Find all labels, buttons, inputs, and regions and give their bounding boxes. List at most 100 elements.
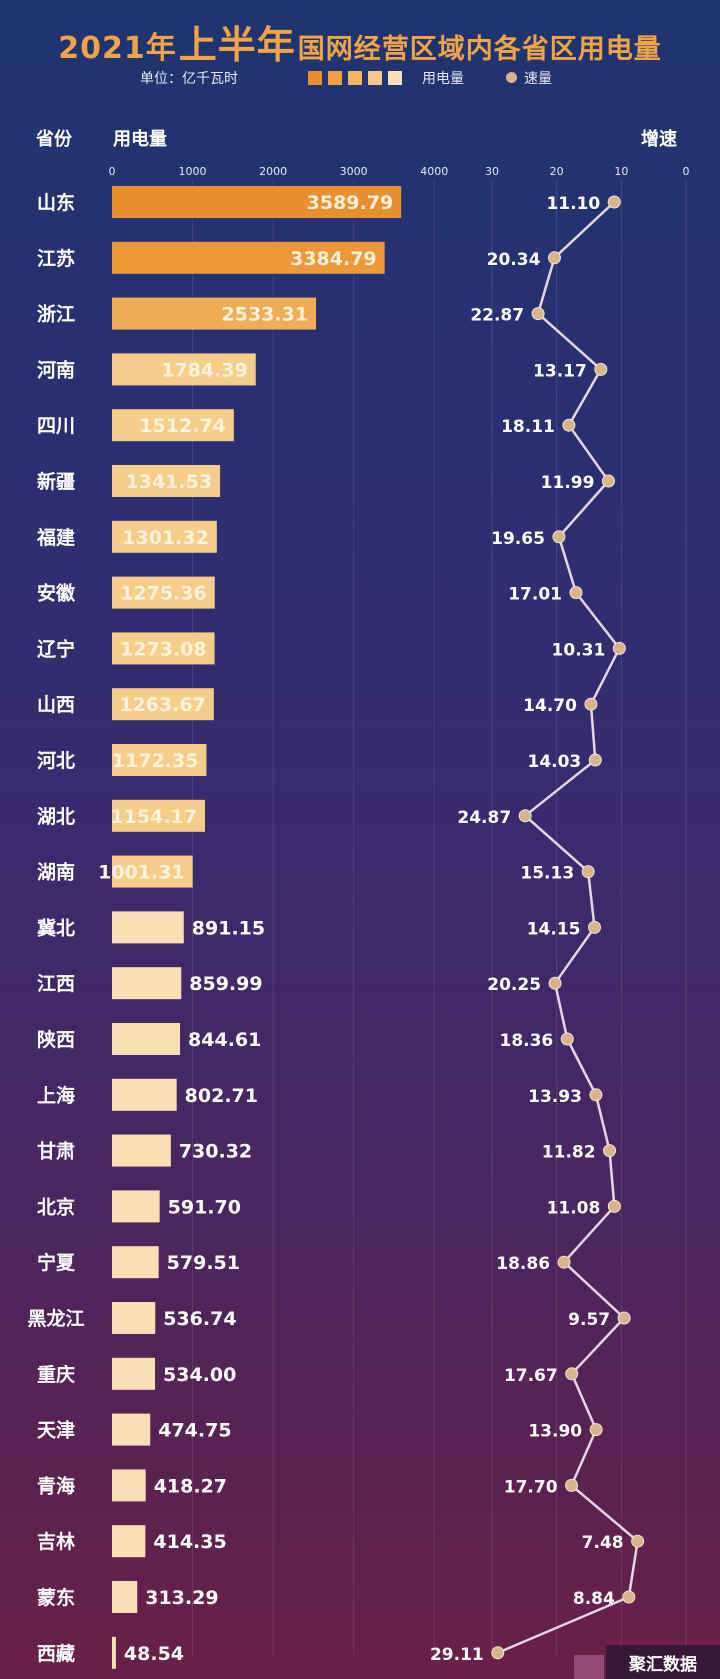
legend-swatch-2	[328, 71, 342, 85]
province-label: 青海	[37, 1474, 75, 1497]
province-label: 新疆	[37, 470, 75, 493]
usage-value-label: 579.51	[167, 1252, 240, 1274]
usage-value-label: 1341.53	[126, 471, 213, 493]
province-label: 安徽	[37, 582, 76, 605]
usage-bar	[112, 520, 217, 553]
usage-bar	[112, 967, 182, 1000]
growth-value-label: 15.13	[520, 864, 574, 884]
province-label: 河南	[37, 359, 75, 381]
province-label: 山东	[37, 191, 75, 214]
usage-value-label: 3384.79	[290, 248, 377, 270]
usage-bar	[112, 1469, 146, 1502]
usage-value-label: 1512.74	[139, 415, 226, 437]
growth-point	[622, 1590, 636, 1604]
usage-bar	[112, 1525, 146, 1558]
usage-value-label: 536.74	[163, 1308, 236, 1330]
growth-point	[589, 1088, 603, 1102]
growth-value-label: 20.25	[487, 975, 541, 995]
usage-value-label: 1172.35	[112, 750, 199, 772]
usage-value-label: 1273.08	[120, 638, 207, 660]
growth-value-label: 17.67	[504, 1366, 558, 1386]
title-year: 2021年	[58, 31, 177, 66]
province-label: 甘肃	[37, 1140, 75, 1163]
growth-value-label: 18.86	[496, 1254, 550, 1274]
growth-point	[631, 1534, 645, 1548]
usage-bar	[112, 186, 402, 218]
growth-axis-tick-1: 20	[550, 165, 564, 178]
usage-value-label: 891.15	[192, 917, 265, 939]
usage-value-label: 1301.32	[122, 527, 209, 549]
growth-point	[584, 697, 598, 711]
header-growth: 增速	[641, 129, 677, 150]
growth-value-label: 18.11	[501, 417, 555, 437]
growth-value-label: 11.10	[546, 194, 600, 214]
growth-value-label: 11.99	[541, 473, 595, 493]
growth-value-label: 19.65	[491, 529, 545, 549]
growth-axis-tick-2: 10	[614, 165, 628, 178]
usage-value-label: 802.71	[185, 1085, 258, 1107]
legend-swatch-1	[308, 71, 322, 85]
growth-point	[565, 1478, 579, 1492]
growth-point	[588, 753, 602, 767]
legend-swatch-3	[348, 71, 362, 85]
growth-point	[603, 1144, 617, 1158]
growth-value-label: 29.11	[430, 1645, 484, 1665]
usage-bar	[112, 1581, 138, 1613]
province-label: 黑龙江	[27, 1307, 84, 1330]
usage-value-label: 1784.39	[161, 359, 248, 381]
growth-point	[617, 1311, 631, 1325]
growth-point	[607, 1199, 621, 1213]
usage-bar	[112, 744, 207, 776]
usage-value-label: 1275.36	[120, 583, 207, 605]
legend-growth-dot	[506, 72, 517, 83]
province-label: 天津	[37, 1419, 75, 1442]
growth-axis-tick-3: 0	[683, 165, 690, 178]
growth-value-label: 7.48	[582, 1533, 624, 1553]
usage-bar	[112, 688, 214, 721]
growth-value-label: 11.08	[547, 1198, 601, 1218]
usage-value-label: 474.75	[158, 1420, 231, 1442]
growth-point	[560, 1032, 574, 1046]
usage-bar	[112, 353, 256, 386]
province-label: 江苏	[37, 247, 75, 270]
province-label: 湖北	[37, 806, 75, 828]
growth-point	[612, 641, 626, 655]
province-label: 陕西	[37, 1028, 75, 1051]
title-rest: 国网经营区域内各省区用电量	[297, 34, 662, 65]
chart-title: 2021年上半年国网经营区域内各省区用电量	[0, 14, 720, 69]
growth-point	[547, 251, 561, 265]
usage-axis-tick-0: 0	[109, 165, 116, 178]
growth-value-label: 13.93	[528, 1087, 582, 1107]
legend-swatch-4	[368, 71, 382, 85]
watermark-bar	[574, 1655, 604, 1679]
usage-value-label: 48.54	[124, 1643, 184, 1665]
usage-bar	[112, 1134, 171, 1167]
growth-point	[518, 809, 532, 823]
usage-bar	[112, 1413, 151, 1446]
usage-value-label: 859.99	[189, 973, 262, 995]
growth-point	[594, 362, 608, 376]
growth-value-label: 14.03	[527, 752, 581, 772]
province-label: 上海	[37, 1084, 75, 1107]
growth-point	[552, 530, 566, 544]
header-usage: 用电量	[113, 129, 167, 150]
province-label: 福建	[36, 526, 75, 549]
province-label: 辽宁	[37, 637, 75, 660]
province-label: 江西	[37, 973, 75, 995]
usage-axis-tick-1: 1000	[179, 165, 207, 178]
province-label: 吉林	[37, 1530, 75, 1553]
growth-value-label: 18.36	[499, 1031, 553, 1051]
province-label: 西藏	[37, 1642, 75, 1665]
header-province: 省份	[36, 129, 72, 150]
usage-value-label: 1001.31	[98, 862, 185, 884]
province-label: 冀北	[37, 916, 75, 939]
usage-bar	[112, 632, 215, 665]
legend-usage-label: 用电量	[422, 71, 464, 87]
usage-axis-tick-4: 4000	[420, 165, 448, 178]
growth-value-label: 13.90	[528, 1422, 582, 1442]
province-label: 浙江	[37, 303, 75, 326]
province-label: 北京	[37, 1195, 75, 1218]
growth-value-label: 24.87	[457, 808, 511, 828]
usage-bar	[112, 1357, 156, 1390]
usage-value-label: 313.29	[145, 1587, 218, 1609]
